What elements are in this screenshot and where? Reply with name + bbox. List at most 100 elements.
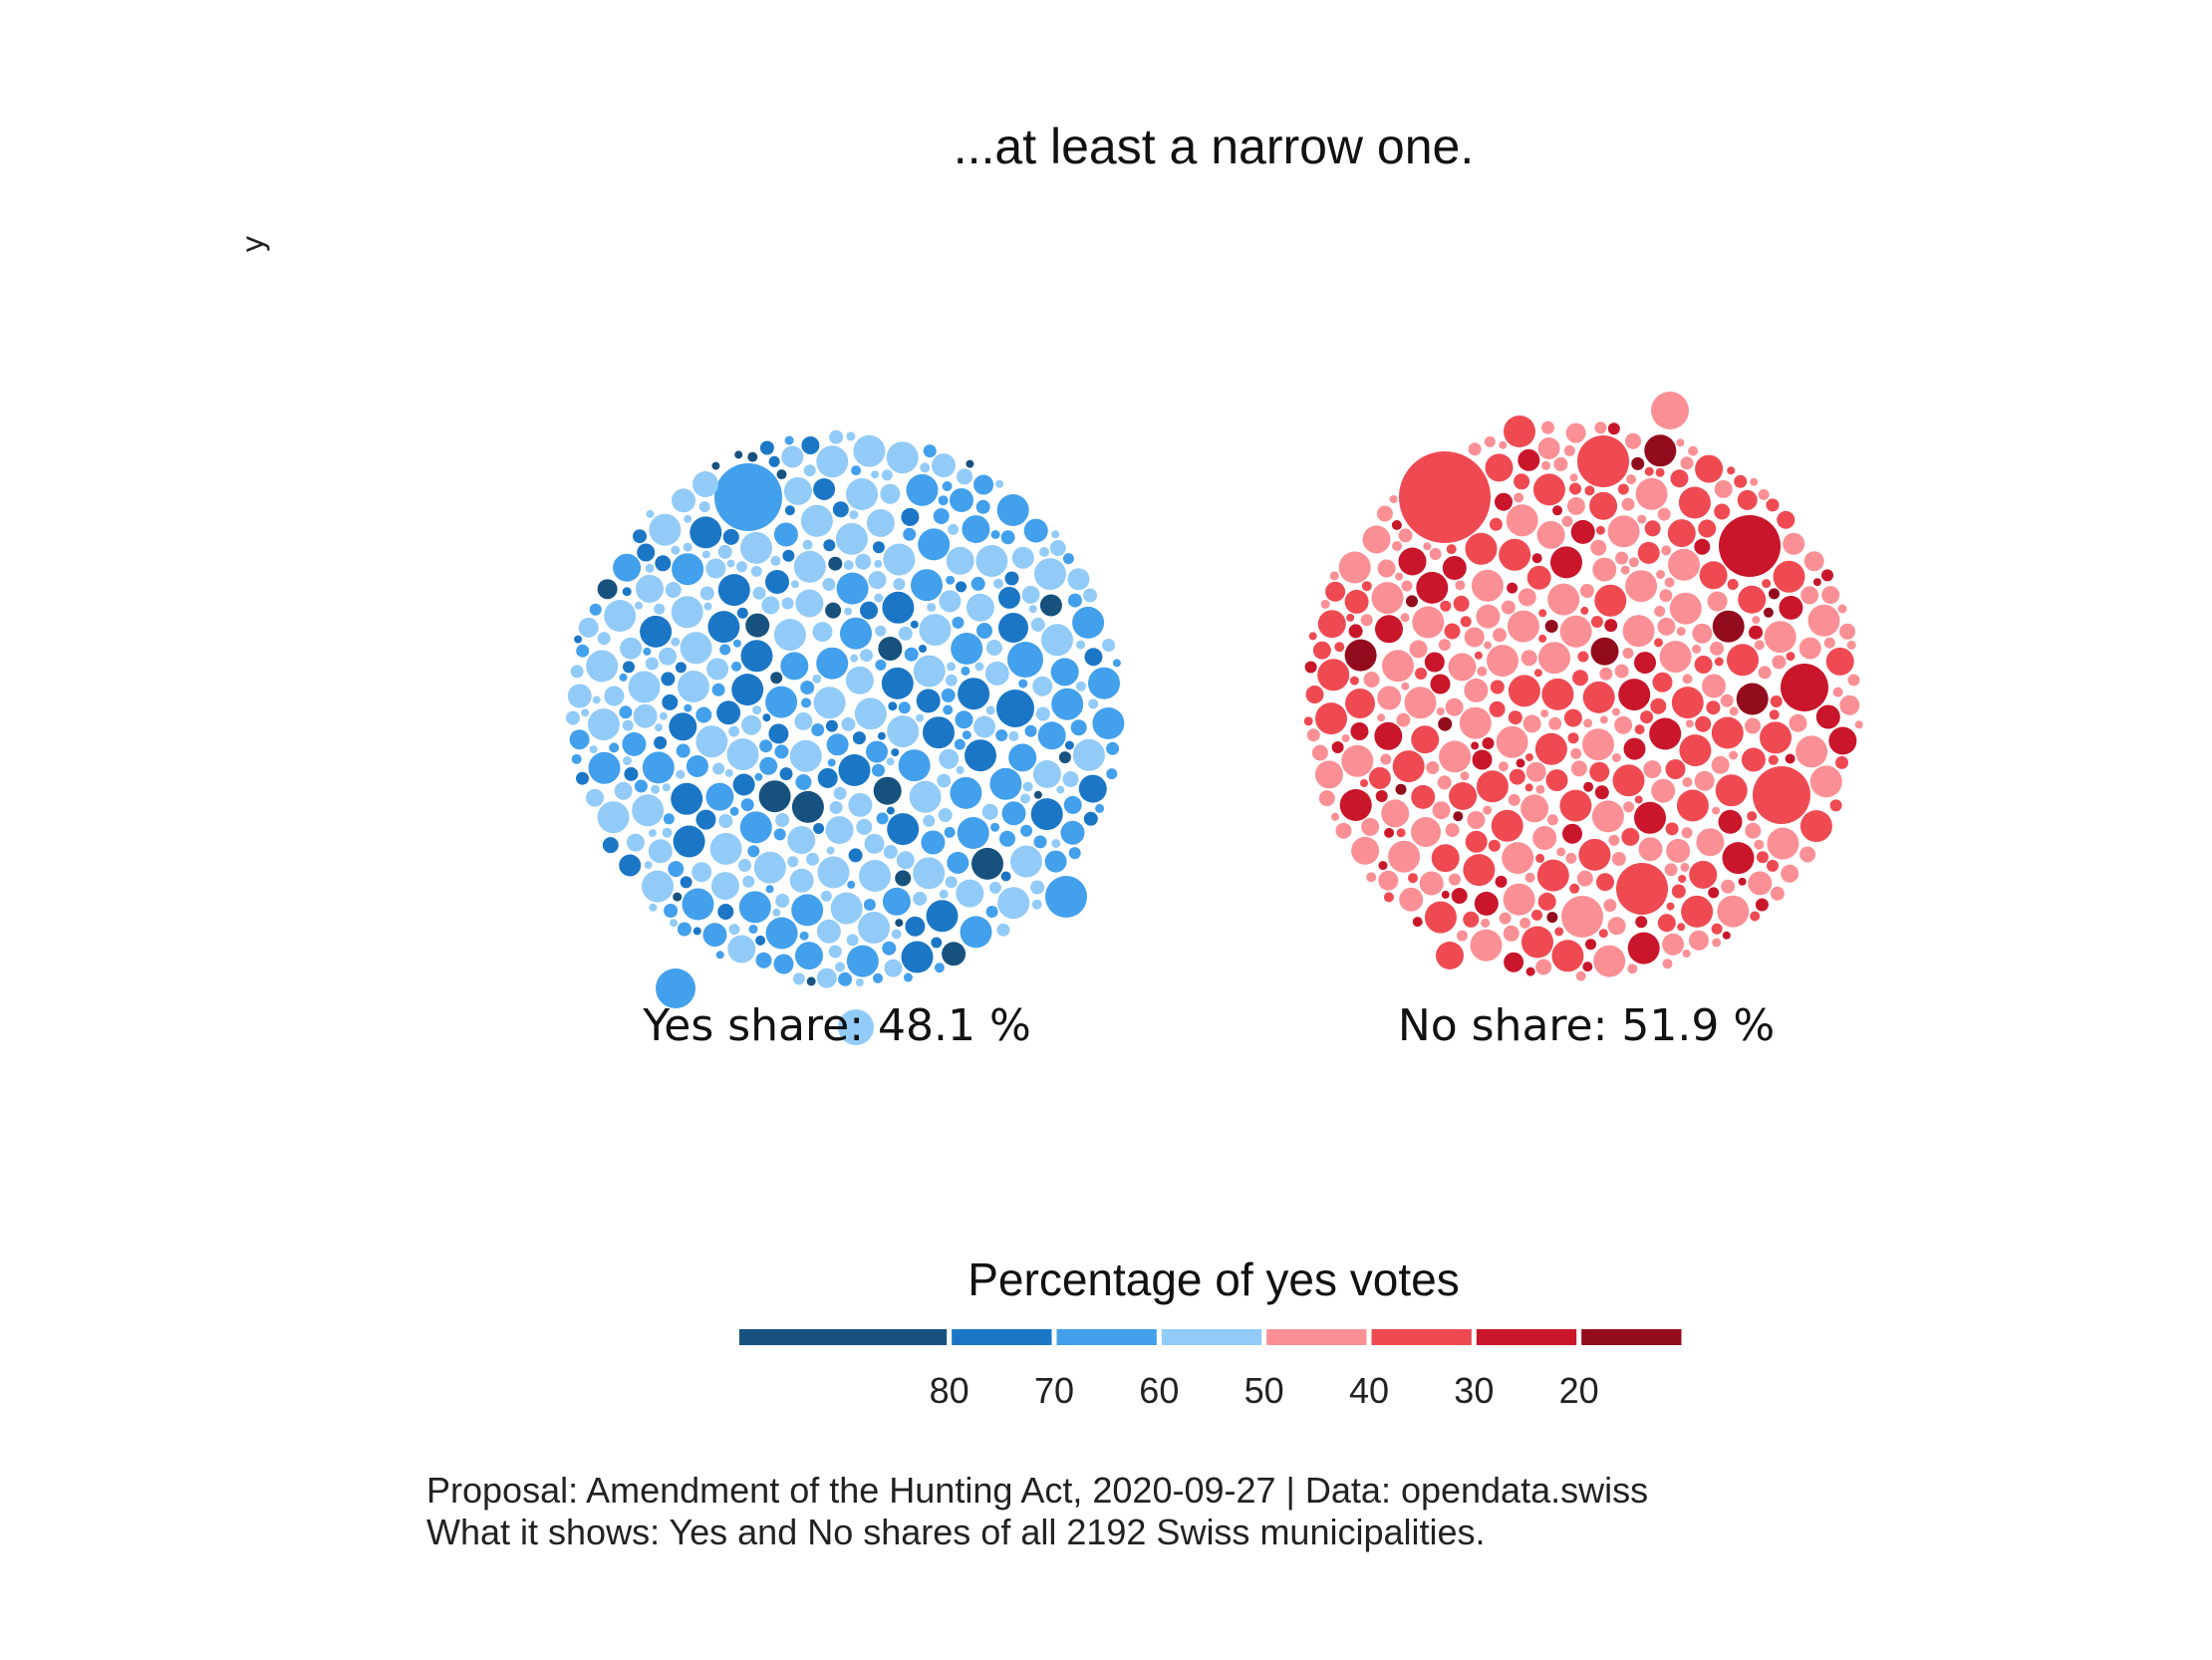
municipality-bubble [1524,783,1533,792]
municipality-bubble [1460,771,1470,781]
municipality-bubble [768,455,780,467]
municipality-bubble [883,543,916,576]
municipality-bubble [781,445,804,468]
municipality-bubble [934,963,945,973]
yes-share-label: Yes share: 48.1 % [642,1000,1031,1051]
municipality-bubble [1608,834,1620,846]
municipality-bubble [1534,732,1567,765]
municipality-bubble [1671,687,1704,719]
municipality-bubble [622,731,647,756]
municipality-bubble [828,556,843,571]
municipality-bubble [1781,664,1828,711]
municipality-bubble [871,470,880,479]
municipality-bubble [1598,929,1608,939]
municipality-bubble [995,729,1008,741]
municipality-bubble [773,522,798,547]
municipality-bubble [1484,641,1493,650]
municipality-bubble [1039,547,1049,557]
municipality-bubble [993,578,1003,589]
municipality-bubble [1409,640,1428,659]
municipality-bubble [945,674,958,687]
municipality-bubble [654,736,668,749]
municipality-bubble [1037,721,1066,750]
legend-tick-label: 70 [1034,1370,1074,1411]
municipality-bubble [957,468,972,485]
municipality-bubble [1383,892,1394,903]
municipality-bubble [817,767,838,788]
municipality-bubble [1577,435,1629,487]
municipality-bubble [970,576,985,591]
municipality-bubble [622,587,632,597]
municipality-bubble [1655,467,1665,477]
municipality-bubble [1712,806,1721,815]
municipality-bubble [1770,695,1783,707]
municipality-bubble [1644,434,1677,467]
municipality-bubble [1345,689,1375,718]
municipality-bubble [717,904,734,920]
municipality-bubble [853,434,886,467]
municipality-bubble [877,731,886,740]
municipality-bubble [587,708,620,741]
municipality-bubble [1696,828,1725,857]
municipality-bubble [1681,827,1693,839]
municipality-bubble [1737,489,1758,510]
municipality-bubble [782,549,795,562]
municipality-bubble [881,469,893,481]
municipality-bubble [973,474,994,495]
municipality-bubble [813,687,846,719]
municipality-bubble [1438,639,1451,652]
municipality-bubble [680,876,692,889]
municipality-bubble [848,792,873,817]
municipality-bubble [792,972,805,985]
municipality-bubble [923,444,937,458]
municipality-bubble [691,862,712,883]
municipality-bubble [622,719,634,731]
municipality-bubble [800,504,833,537]
municipality-bubble [716,700,741,725]
municipality-bubble [950,488,973,512]
municipality-bubble [1668,548,1700,581]
municipality-bubble [791,580,799,589]
municipality-bubble [680,632,712,665]
municipality-bubble [1694,770,1715,791]
municipality-bubble [758,780,791,813]
municipality-bubble [776,469,787,480]
municipality-bubble [1430,674,1451,694]
municipality-bubble [729,806,739,816]
municipality-bubble [1503,925,1520,942]
municipality-bubble [801,436,820,454]
municipality-bubble [1341,733,1350,742]
municipality-bubble [574,635,583,644]
municipality-bubble [1063,795,1082,814]
municipality-bubble [1745,822,1762,839]
municipality-bubble [1769,588,1780,600]
municipality-bubble [1546,814,1558,826]
municipality-bubble [835,962,845,972]
municipality-bubble [1465,532,1498,565]
municipality-bubble [1399,887,1424,912]
municipality-bubble [1627,932,1660,965]
municipality-bubble [1312,641,1331,660]
municipality-bubble [998,586,1020,609]
municipality-bubble [874,593,884,603]
municipality-bubble [1083,811,1098,826]
municipality-bubble [661,672,676,687]
municipality-bubble [1349,676,1359,686]
municipality-bubble [864,833,885,854]
municipality-bubble [1569,473,1578,482]
municipality-bubble [1785,753,1796,764]
municipality-bubble [648,839,673,864]
municipality-bubble [1531,909,1542,921]
municipality-bubble [845,666,874,694]
municipality-bubble [948,523,959,535]
municipality-bubble [901,941,934,973]
municipality-bubble [1798,637,1821,660]
municipality-bubble [1023,518,1048,543]
municipality-bubble [855,978,864,986]
municipality-bubble [1711,923,1723,935]
municipality-bubble [711,683,725,696]
municipality-bubble [939,590,962,613]
municipality-bubble [1714,479,1733,498]
municipality-bubble [1001,801,1026,826]
municipality-bubble [1577,651,1589,663]
